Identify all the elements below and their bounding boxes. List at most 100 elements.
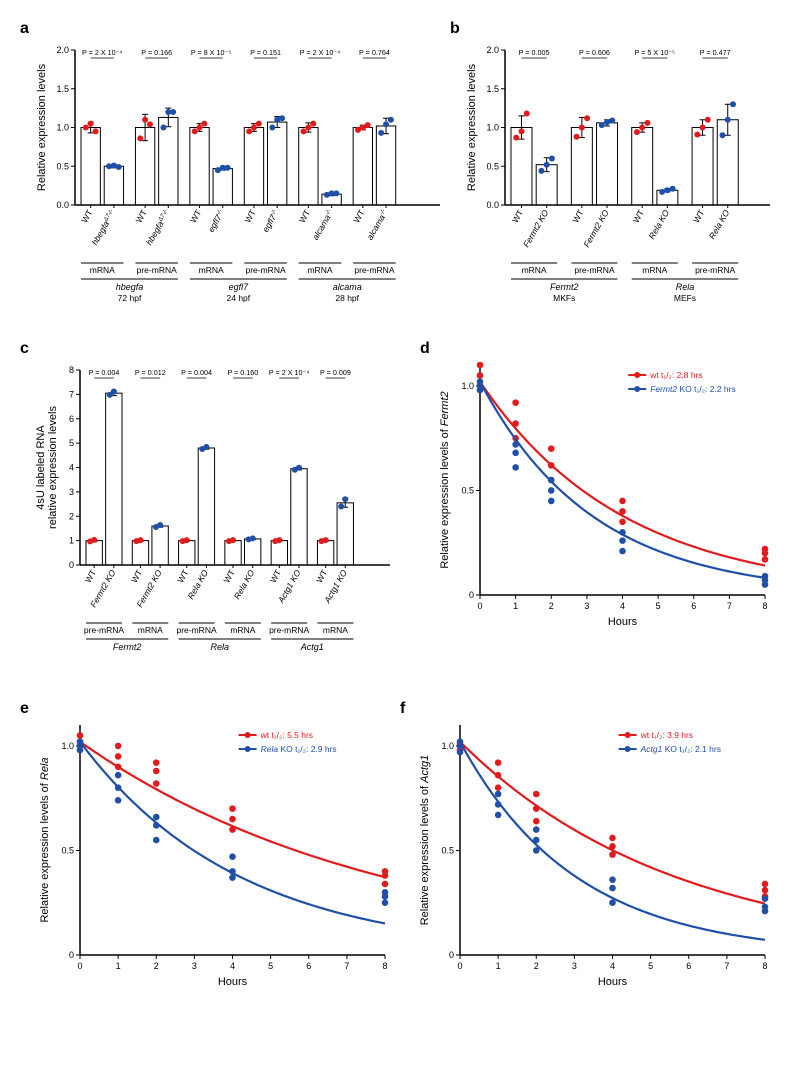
svg-text:WT: WT (83, 568, 98, 584)
svg-text:5: 5 (268, 961, 273, 971)
svg-text:3: 3 (69, 487, 74, 497)
panel-a: a 0.00.51.01.52.0Relative expression lev… (20, 20, 450, 330)
svg-text:P = 0.764: P = 0.764 (359, 48, 390, 57)
svg-text:P = 0.012: P = 0.012 (135, 368, 166, 377)
svg-text:Fermt2: Fermt2 (550, 282, 579, 292)
svg-text:1: 1 (69, 536, 74, 546)
svg-text:1: 1 (513, 601, 518, 611)
svg-text:Rela KO: Rela KO (646, 208, 671, 241)
svg-text:1.5: 1.5 (486, 84, 499, 94)
svg-text:5: 5 (69, 438, 74, 448)
svg-text:mRNA: mRNA (230, 625, 255, 635)
svg-text:hbegfa: hbegfa (116, 282, 144, 292)
svg-text:Relative expression levels of: Relative expression levels of Actg1 (419, 755, 431, 926)
svg-text:P = 0.004: P = 0.004 (89, 368, 120, 377)
panel-b-label: b (450, 20, 460, 38)
svg-text:1.0: 1.0 (441, 741, 454, 751)
svg-text:0: 0 (449, 950, 454, 960)
svg-text:WT: WT (134, 208, 149, 224)
svg-text:24 hpf: 24 hpf (227, 293, 251, 303)
svg-text:1: 1 (116, 961, 121, 971)
panel-c: c 0123456784sU labeled RNArelative expre… (20, 340, 420, 690)
panel-d: d 01234567800.51.0HoursRelative expressi… (420, 340, 780, 690)
svg-text:P = 2 X 10⁻⁴: P = 2 X 10⁻⁴ (269, 368, 310, 377)
svg-text:6: 6 (691, 601, 696, 611)
svg-text:P = 0.151: P = 0.151 (250, 48, 281, 57)
svg-text:3: 3 (584, 601, 589, 611)
svg-text:7: 7 (727, 601, 732, 611)
svg-text:Rela KO t₁/₂: 2.9 hrs: Rela KO t₁/₂: 2.9 hrs (261, 744, 337, 754)
svg-text:6: 6 (69, 414, 74, 424)
svg-text:Relative expression levels of: Relative expression levels of Fermt2 (439, 391, 451, 568)
svg-text:WT: WT (691, 208, 706, 224)
svg-text:egfl7-/-: egfl7-/- (260, 208, 281, 234)
svg-text:2: 2 (549, 601, 554, 611)
svg-text:2: 2 (69, 511, 74, 521)
panel-b: b 0.00.51.01.52.0Relative expression lev… (450, 20, 780, 330)
svg-text:P = 0.005: P = 0.005 (519, 48, 550, 57)
svg-text:1: 1 (496, 961, 501, 971)
svg-text:1.0: 1.0 (461, 381, 474, 391)
svg-text:5: 5 (656, 601, 661, 611)
svg-text:6: 6 (306, 961, 311, 971)
svg-text:WT: WT (351, 208, 366, 224)
svg-text:2.0: 2.0 (56, 45, 69, 55)
svg-text:4: 4 (610, 961, 615, 971)
svg-text:Relative expression levels: Relative expression levels (466, 63, 478, 191)
svg-text:P = 0.166: P = 0.166 (141, 48, 172, 57)
svg-text:wt t₁/₂: 5.5 hrs: wt t₁/₂: 5.5 hrs (260, 730, 313, 740)
svg-text:alcama: alcama (333, 282, 362, 292)
svg-text:WT: WT (242, 208, 257, 224)
svg-text:WT: WT (268, 568, 283, 584)
svg-text:WT: WT (79, 208, 94, 224)
svg-text:0: 0 (69, 950, 74, 960)
svg-text:Rela: Rela (210, 642, 229, 652)
svg-text:3: 3 (572, 961, 577, 971)
svg-text:pre-mRNA: pre-mRNA (245, 265, 285, 275)
svg-text:Rela KO: Rela KO (707, 208, 732, 241)
svg-text:4: 4 (69, 463, 74, 473)
svg-text:pre-mRNA: pre-mRNA (574, 265, 614, 275)
figure-grid: a 0.0 0.5 1.0 1.5 2.0 Relative expression lev… (20, 20, 780, 1050)
svg-text:MEFs: MEFs (674, 293, 696, 303)
svg-text:mRNA: mRNA (199, 265, 224, 275)
svg-text:P = 2 X 10⁻⁴: P = 2 X 10⁻⁴ (300, 48, 341, 57)
svg-text:8: 8 (69, 365, 74, 375)
svg-text:P = 0.477: P = 0.477 (700, 48, 731, 57)
svg-text:Fermt2 KO t₁/₂: 2.2 hrs: Fermt2 KO t₁/₂: 2.2 hrs (650, 384, 736, 394)
svg-text:egfl7: egfl7 (229, 282, 250, 292)
svg-text:8: 8 (382, 961, 387, 971)
svg-text:0.5: 0.5 (61, 845, 74, 855)
svg-text:mRNA: mRNA (642, 265, 667, 275)
svg-text:wt t₁/₂: 2.8 hrs: wt t₁/₂: 2.8 hrs (649, 370, 702, 380)
svg-text:WT: WT (297, 208, 312, 224)
svg-text:pre-mRNA: pre-mRNA (354, 265, 394, 275)
svg-text:pre-mRNA: pre-mRNA (137, 265, 177, 275)
svg-text:Hours: Hours (598, 976, 628, 988)
svg-text:2.0: 2.0 (486, 45, 499, 55)
svg-text:WT: WT (570, 208, 585, 224)
svg-text:WT: WT (631, 208, 646, 224)
svg-text:P = 0.606: P = 0.606 (579, 48, 610, 57)
svg-text:2: 2 (154, 961, 159, 971)
svg-text:WT: WT (129, 568, 144, 584)
svg-text:Hours: Hours (218, 976, 248, 988)
svg-text:Relative expression levels of: Relative expression levels of Rela (39, 757, 51, 922)
svg-text:2: 2 (534, 961, 539, 971)
svg-text:5: 5 (648, 961, 653, 971)
svg-text:P = 0.009: P = 0.009 (320, 368, 351, 377)
svg-text:0: 0 (77, 961, 82, 971)
svg-text:Rela: Rela (676, 282, 695, 292)
svg-text:Fermt2: Fermt2 (113, 642, 142, 652)
svg-text:0.0: 0.0 (56, 200, 69, 210)
svg-text:mRNA: mRNA (323, 625, 348, 635)
panel-a-label: a (20, 20, 29, 38)
svg-text:1.0: 1.0 (486, 123, 499, 133)
svg-text:WT: WT (510, 208, 525, 224)
svg-text:WT: WT (188, 208, 203, 224)
svg-text:3: 3 (192, 961, 197, 971)
svg-text:0: 0 (69, 560, 74, 570)
svg-text:0.5: 0.5 (461, 485, 474, 495)
svg-text:4: 4 (230, 961, 235, 971)
svg-text:Actg1 KO t₁/₂: 2.1 hrs: Actg1 KO t₁/₂: 2.1 hrs (640, 744, 721, 754)
